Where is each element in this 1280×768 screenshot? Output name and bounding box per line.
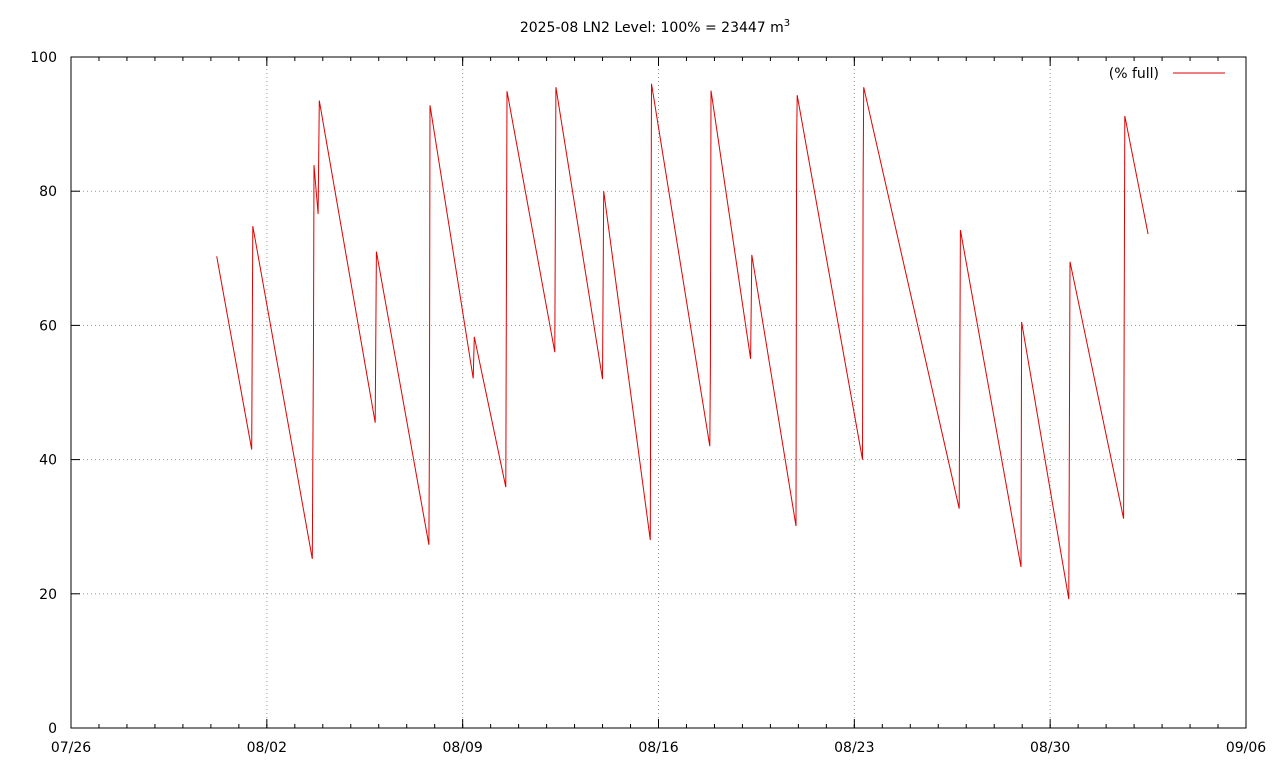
y-tick-label: 60 xyxy=(39,318,57,334)
x-tick-label: 08/23 xyxy=(834,740,874,756)
y-tick-label: 100 xyxy=(30,50,57,66)
x-tick-label: 09/06 xyxy=(1226,740,1266,756)
x-tick-label: 08/09 xyxy=(442,740,482,756)
x-tick-label: 07/26 xyxy=(51,740,91,756)
legend: (% full) xyxy=(1109,66,1225,82)
tick-labels: 0 20 40 60 80 100 07/26 08/02 08/09 08/16 08/23 08/… xyxy=(30,50,1266,756)
x-tick-label: 08/16 xyxy=(638,740,678,756)
y-tick-label: 40 xyxy=(39,453,57,469)
y-tick-label: 80 xyxy=(39,184,57,200)
y-tick-label: 20 xyxy=(39,587,57,603)
series-group xyxy=(216,83,1149,600)
x-tick-label: 08/30 xyxy=(1030,740,1070,756)
chart-title-superscript: 3 xyxy=(784,18,790,29)
y-tick-label: 0 xyxy=(48,721,57,737)
x-tick-label: 08/02 xyxy=(247,740,287,756)
chart-title: 2025-08 LN2 Level: 100% = 23447 m3 xyxy=(520,18,790,36)
plot-border xyxy=(70,56,1247,729)
legend-label: (% full) xyxy=(1109,66,1159,82)
chart-title-text: 2025-08 LN2 Level: 100% = 23447 m xyxy=(520,20,784,36)
series-line-0 xyxy=(216,83,1149,600)
